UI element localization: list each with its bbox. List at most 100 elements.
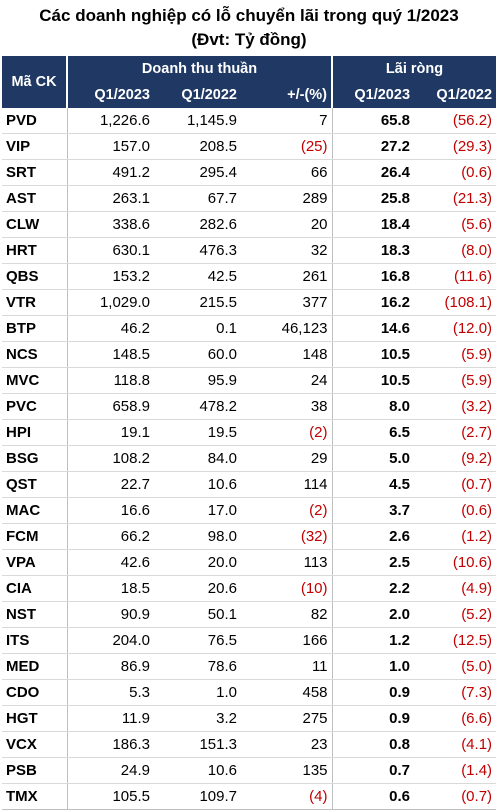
cell-profit-q1-2023: 6.5 (332, 419, 415, 446)
cell-revenue-q1-2023: 42.6 (67, 549, 154, 576)
table-row: VIP 157.0 208.5 (25) 27.2 (29.3) (2, 133, 497, 160)
cell-revenue-change: 261 (241, 263, 333, 290)
table-row: ITS 204.0 76.5 166 1.2 (12.5) (2, 627, 497, 654)
cell-revenue-q1-2022: 10.6 (154, 471, 241, 498)
cell-revenue-q1-2022: 282.6 (154, 211, 241, 238)
table-row: QBS 153.2 42.5 261 16.8 (11.6) (2, 263, 497, 290)
table-row: VCX 186.3 151.3 23 0.8 (4.1) (2, 731, 497, 758)
cell-profit-q1-2023: 4.5 (332, 471, 415, 498)
cell-profit-q1-2022: (56.2) (414, 108, 497, 134)
cell-revenue-q1-2022: 19.5 (154, 419, 241, 446)
cell-ticker: PVC (2, 393, 68, 420)
cell-ticker: QST (2, 471, 68, 498)
cell-profit-q1-2022: (12.5) (414, 627, 497, 654)
cell-ticker: VCX (2, 731, 68, 758)
cell-revenue-q1-2022: 42.5 (154, 263, 241, 290)
cell-revenue-q1-2022: 215.5 (154, 289, 241, 316)
header-code: Mã CK (2, 56, 68, 108)
table-row: VTR 1,029.0 215.5 377 16.2 (108.1) (2, 289, 497, 316)
cell-profit-q1-2022: (5.2) (414, 601, 497, 628)
cell-revenue-change: 29 (241, 445, 333, 472)
cell-revenue-q1-2022: 60.0 (154, 341, 241, 368)
cell-profit-q1-2023: 27.2 (332, 133, 415, 160)
cell-profit-q1-2023: 3.7 (332, 497, 415, 524)
cell-revenue-q1-2023: 1,226.6 (67, 108, 154, 134)
cell-revenue-q1-2023: 148.5 (67, 341, 154, 368)
table-header: Mã CK Doanh thu thuần Lãi ròng Q1/2023 Q… (2, 56, 497, 108)
cell-revenue-q1-2023: 90.9 (67, 601, 154, 628)
table-row: VPA 42.6 20.0 113 2.5 (10.6) (2, 549, 497, 576)
cell-profit-q1-2022: (10.6) (414, 549, 497, 576)
cell-revenue-change: (32) (241, 523, 333, 550)
table-row: CDO 5.3 1.0 458 0.9 (7.3) (2, 679, 497, 706)
cell-revenue-q1-2023: 11.9 (67, 705, 154, 732)
cell-revenue-q1-2022: 17.0 (154, 497, 241, 524)
cell-ticker: MED (2, 653, 68, 680)
cell-revenue-q1-2023: 24.9 (67, 757, 154, 784)
cell-profit-q1-2022: (12.0) (414, 315, 497, 342)
table-row: SRT 491.2 295.4 66 26.4 (0.6) (2, 159, 497, 186)
cell-ticker: SRT (2, 159, 68, 186)
cell-revenue-q1-2022: 476.3 (154, 237, 241, 264)
cell-revenue-q1-2023: 118.8 (67, 367, 154, 394)
cell-revenue-change: 24 (241, 367, 333, 394)
cell-profit-q1-2022: (0.6) (414, 159, 497, 186)
cell-profit-q1-2023: 10.5 (332, 367, 415, 394)
cell-revenue-q1-2022: 10.6 (154, 757, 241, 784)
cell-ticker: NST (2, 601, 68, 628)
table-title: Các doanh nghiệp có lỗ chuyển lãi trong … (39, 6, 459, 25)
cell-revenue-change: 289 (241, 185, 333, 212)
cell-revenue-change: 11 (241, 653, 333, 680)
cell-profit-q1-2022: (0.7) (414, 783, 497, 810)
cell-revenue-q1-2023: 157.0 (67, 133, 154, 160)
cell-profit-q1-2023: 65.8 (332, 108, 415, 134)
cell-ticker: BTP (2, 315, 68, 342)
cell-profit-q1-2023: 2.5 (332, 549, 415, 576)
cell-revenue-q1-2023: 86.9 (67, 653, 154, 680)
table-row: BTP 46.2 0.1 46,123 14.6 (12.0) (2, 315, 497, 342)
cell-profit-q1-2023: 0.9 (332, 679, 415, 706)
header-revenue-q1-2023: Q1/2023 (67, 82, 154, 108)
table-row: CIA 18.5 20.6 (10) 2.2 (4.9) (2, 575, 497, 602)
cell-revenue-q1-2023: 630.1 (67, 237, 154, 264)
table-row: QST 22.7 10.6 114 4.5 (0.7) (2, 471, 497, 498)
cell-ticker: CLW (2, 211, 68, 238)
cell-ticker: NCS (2, 341, 68, 368)
cell-revenue-q1-2022: 1,145.9 (154, 108, 241, 134)
cell-profit-q1-2023: 0.8 (332, 731, 415, 758)
cell-profit-q1-2022: (4.1) (414, 731, 497, 758)
cell-revenue-q1-2022: 478.2 (154, 393, 241, 420)
cell-ticker: VIP (2, 133, 68, 160)
header-profit-q1-2023: Q1/2023 (332, 82, 415, 108)
table-row: MED 86.9 78.6 11 1.0 (5.0) (2, 653, 497, 680)
cell-revenue-q1-2023: 338.6 (67, 211, 154, 238)
cell-profit-q1-2023: 5.0 (332, 445, 415, 472)
cell-revenue-q1-2023: 18.5 (67, 575, 154, 602)
cell-revenue-change: (2) (241, 497, 333, 524)
table-row: MAC 16.6 17.0 (2) 3.7 (0.6) (2, 497, 497, 524)
cell-profit-q1-2023: 14.6 (332, 315, 415, 342)
cell-profit-q1-2023: 8.0 (332, 393, 415, 420)
cell-revenue-q1-2023: 263.1 (67, 185, 154, 212)
header-revenue-group: Doanh thu thuần (67, 56, 334, 82)
cell-revenue-q1-2022: 109.7 (154, 783, 241, 810)
cell-revenue-change: 275 (241, 705, 333, 732)
cell-revenue-q1-2022: 78.6 (154, 653, 241, 680)
cell-ticker: BSG (2, 445, 68, 472)
cell-ticker: VPA (2, 549, 68, 576)
cell-ticker: CDO (2, 679, 68, 706)
cell-revenue-q1-2023: 5.3 (67, 679, 154, 706)
header-profit-group: Lãi ròng (332, 56, 497, 82)
cell-revenue-change: 114 (241, 471, 333, 498)
table-row: FCM 66.2 98.0 (32) 2.6 (1.2) (2, 523, 497, 550)
header-profit-q1-2022: Q1/2022 (414, 82, 497, 108)
cell-revenue-q1-2023: 108.2 (67, 445, 154, 472)
cell-revenue-q1-2023: 204.0 (67, 627, 154, 654)
cell-revenue-change: 66 (241, 159, 333, 186)
cell-ticker: HGT (2, 705, 68, 732)
table-row: HGT 11.9 3.2 275 0.9 (6.6) (2, 705, 497, 732)
cell-revenue-change: 166 (241, 627, 333, 654)
cell-revenue-q1-2023: 46.2 (67, 315, 154, 342)
cell-revenue-change: 32 (241, 237, 333, 264)
cell-ticker: CIA (2, 575, 68, 602)
